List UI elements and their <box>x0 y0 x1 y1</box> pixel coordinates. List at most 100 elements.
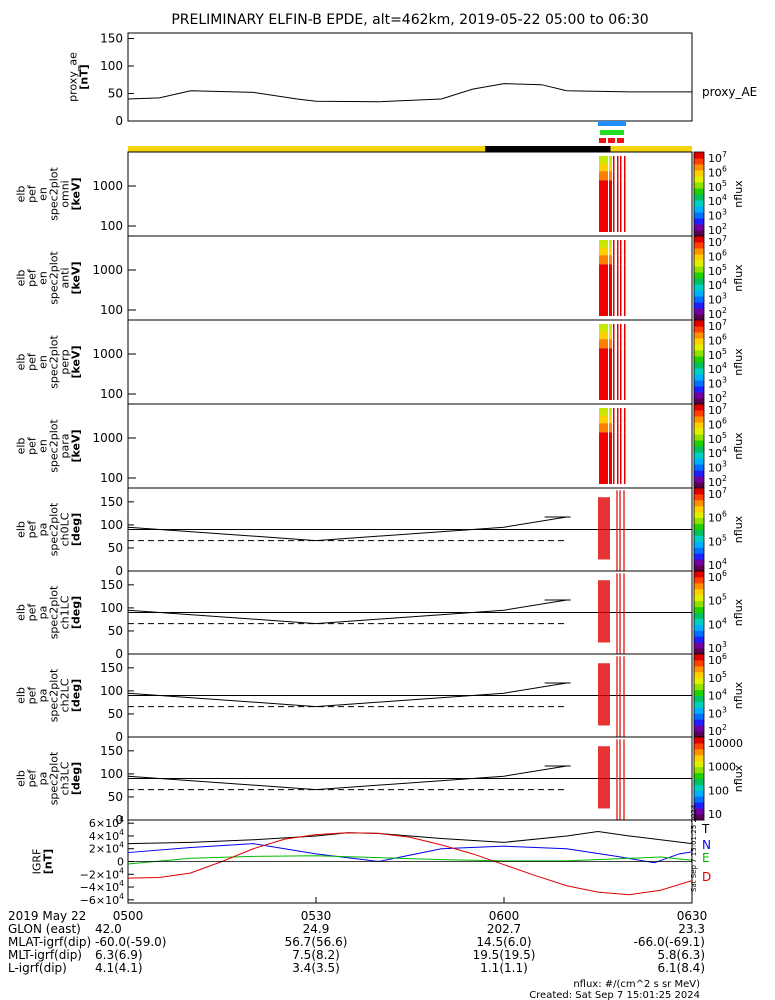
colorbar-label: 107 <box>708 402 727 417</box>
colorbar-label: 102 <box>708 222 727 237</box>
colorbar-label: 103 <box>708 376 727 391</box>
colorbar-swatch <box>694 398 704 405</box>
y-tick-label: 0 <box>117 856 124 869</box>
igrf-line-E <box>127 855 693 865</box>
colorbar-label: 10000 <box>708 737 743 750</box>
figure-title: PRELIMINARY ELFIN-B EPDE, alt=462km, 201… <box>171 12 648 28</box>
created-note: Created: Sat Sep 7 15:01:25 2024 <box>529 990 700 1000</box>
colorbar-swatch <box>694 559 704 566</box>
science-zone-bar-red <box>617 138 624 143</box>
colorbar-swatch <box>694 754 704 762</box>
spectrogram-cell <box>620 247 622 256</box>
colorbar-label: 107 <box>708 150 727 165</box>
spectrogram-cell <box>617 408 619 416</box>
colorbar-swatch <box>694 648 704 655</box>
science-zone-bar-red <box>599 138 606 143</box>
y-tick-label: 100 <box>100 387 123 401</box>
x-tick-label: 0500 <box>113 909 144 923</box>
y-tick-label: 100 <box>100 601 123 615</box>
colorbar-swatch <box>694 630 704 637</box>
colorbar-swatch <box>694 446 704 453</box>
ephemeris-value: 202.7 <box>487 922 521 936</box>
colorbar-swatch <box>694 284 704 291</box>
colorbar-swatch <box>694 152 704 159</box>
ephemeris-value: 7.5(8.2) <box>292 948 340 962</box>
colorbar-swatch <box>694 790 704 797</box>
shadow-bar <box>485 146 611 152</box>
igrf-line-N <box>127 843 693 864</box>
science-zone-bar-red <box>608 138 615 143</box>
colorbar-label: 105 <box>708 593 727 608</box>
spectrogram-cell <box>613 331 615 340</box>
colorbar-swatch <box>694 778 704 785</box>
ephemeris-row-label: GLON (east) <box>8 922 81 936</box>
spectrogram-cell <box>620 163 622 172</box>
colorbar-swatch <box>694 314 704 321</box>
spectrogram-cell <box>613 163 615 172</box>
spectrogram-cell <box>624 339 626 349</box>
colorbar-swatch <box>694 356 704 363</box>
colorbar-swatch <box>694 254 704 261</box>
losscone-line <box>127 599 567 625</box>
colorbar-swatch <box>694 182 704 189</box>
colorbar-swatch <box>694 368 704 375</box>
colorbar-swatch <box>694 236 704 243</box>
colorbar-swatch <box>694 665 704 673</box>
colorbar-swatch <box>694 470 704 477</box>
spectrogram-cell <box>620 348 622 400</box>
spectrogram-cell <box>609 324 612 332</box>
spectrogram-cell <box>599 171 602 181</box>
spectrogram-cell <box>620 415 622 424</box>
colorbar-label: 103 <box>708 460 727 475</box>
colorbar-swatch <box>694 488 704 495</box>
colorbar-label: 103 <box>708 292 727 307</box>
colorbar-swatch <box>694 493 704 501</box>
spectrogram-cell <box>602 163 605 172</box>
spectrogram-cell <box>613 339 615 349</box>
igrf-line-D <box>127 832 693 896</box>
colorbar-swatch <box>694 374 704 381</box>
spectrogram-cell <box>613 156 615 164</box>
spectrogram-cell <box>617 264 619 316</box>
spectrogram-cell <box>617 240 619 248</box>
spectrogram-cell <box>624 432 626 484</box>
spectrogram-cell <box>599 180 602 232</box>
ephemeris-value: 14.5(6.0) <box>476 935 531 949</box>
spectrogram-cell <box>609 247 612 256</box>
y-tick-label: 50 <box>108 790 123 804</box>
colorbar-swatch <box>694 164 704 171</box>
spectrogram-cell <box>613 180 615 232</box>
colorbar-swatch <box>694 482 704 489</box>
colorbar-swatch <box>694 802 704 809</box>
y-tick-label: 100 <box>100 59 123 73</box>
spectrogram-cell <box>599 255 602 265</box>
colorbar-swatch <box>694 701 704 708</box>
spectrogram-cell <box>617 331 619 340</box>
colorbar-label: 105 <box>708 431 727 446</box>
spectrogram-cell <box>613 264 615 316</box>
y-tick-label: 6×104 <box>89 815 124 830</box>
colorbar-label: 107 <box>708 486 727 501</box>
proxy-ae-ylabel: proxy_ae[nT] <box>67 52 91 102</box>
spectrogram-cell <box>599 247 602 256</box>
colorbar-label: 104 <box>708 193 727 208</box>
colorbar-label: 102 <box>708 723 727 738</box>
colorbar-swatch <box>694 320 704 327</box>
colorbar-swatch <box>694 362 704 369</box>
panel-frame <box>127 32 693 122</box>
colorbar-label: 104 <box>708 688 727 703</box>
y-tick-label: 50 <box>108 87 123 101</box>
y-tick-label: 0 <box>115 813 123 827</box>
spectrogram-cell <box>602 423 605 433</box>
colorbar-swatch <box>694 725 704 732</box>
spectrogram-cell <box>624 324 626 332</box>
colorbar-swatch <box>694 541 704 548</box>
y-tick-label: 150 <box>100 578 123 592</box>
y-tick-label: 100 <box>100 518 123 532</box>
colorbar-label: 105 <box>708 179 727 194</box>
spectrogram-cell <box>624 247 626 256</box>
colorbar-swatch <box>694 719 704 726</box>
colorbar-unit: nflux <box>732 598 745 626</box>
spectrogram-cell <box>602 331 605 340</box>
spectrogram-cell <box>599 415 602 424</box>
